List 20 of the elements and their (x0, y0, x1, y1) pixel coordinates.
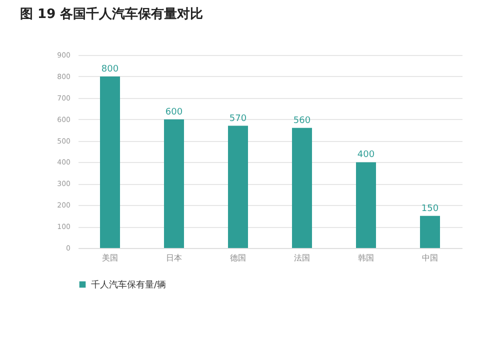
x-tick-label: 韩国 (358, 254, 374, 262)
bar (100, 76, 120, 248)
data-label: 560 (293, 116, 311, 126)
bar (164, 119, 184, 248)
data-label: 150 (421, 204, 439, 214)
x-tick-label: 德国 (230, 254, 246, 262)
chart-title: 图 19 各国千人汽车保有量对比 (20, 6, 204, 22)
legend-label: 千人汽车保有量/辆 (91, 280, 166, 290)
x-tick-label: 日本 (166, 254, 182, 262)
x-tick-label: 美国 (102, 254, 118, 262)
bar (420, 216, 440, 248)
x-tick-label: 中国 (422, 254, 438, 262)
data-label: 570 (229, 114, 247, 124)
bar (292, 128, 312, 248)
bar (228, 126, 248, 248)
data-label: 800 (101, 64, 119, 74)
bar (356, 162, 376, 248)
x-tick-label: 法国 (294, 254, 310, 262)
data-label: 600 (165, 107, 183, 118)
data-label: 400 (357, 150, 375, 160)
